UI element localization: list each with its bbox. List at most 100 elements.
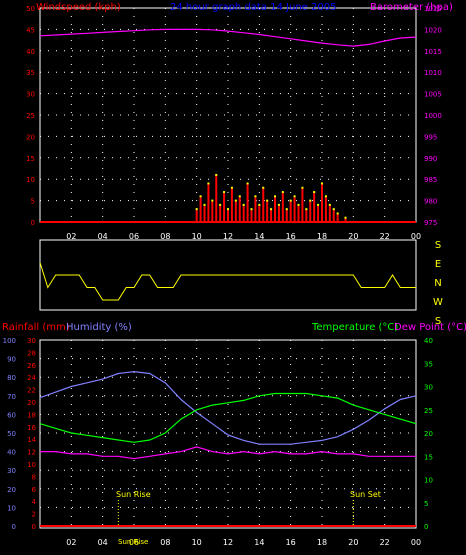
gust-point bbox=[285, 208, 288, 211]
gust-point bbox=[305, 208, 308, 211]
barometer-y-tick: 1005 bbox=[424, 91, 442, 99]
gust-point bbox=[313, 191, 316, 194]
sunset-label: Sun Set bbox=[350, 490, 381, 499]
wind-x-tick: 06 bbox=[129, 232, 139, 241]
wind-x-tick: 18 bbox=[317, 232, 327, 241]
humidity-y-tick: 10 bbox=[7, 504, 16, 512]
wind-direction-line bbox=[39, 262, 416, 301]
temperature-y-tick: 35 bbox=[424, 360, 433, 368]
compass-letter: W bbox=[433, 297, 443, 308]
wind-y-tick: 35 bbox=[26, 69, 35, 77]
wind-x-tick: 08 bbox=[160, 232, 170, 241]
gust-point bbox=[246, 182, 249, 185]
gust-point bbox=[215, 173, 218, 176]
humidity-line bbox=[39, 370, 417, 445]
wind-x-ticks: 02 04 06 08 10 12 14 16 18 20 22 00 bbox=[66, 232, 421, 241]
barometer-y-tick: 975 bbox=[424, 219, 437, 227]
humidity-y-tick: 70 bbox=[7, 393, 16, 401]
temperature-legend: Temperature (°C) bbox=[311, 322, 398, 333]
rainfall-y-tick: 2 bbox=[32, 511, 36, 519]
temp-x-tick: 04 bbox=[98, 538, 108, 547]
humidity-legend: Humidity (%) bbox=[66, 322, 132, 333]
direction-panel-frame bbox=[39, 239, 417, 311]
gust-point bbox=[336, 212, 339, 215]
wind-series bbox=[195, 173, 347, 222]
temp-x-tick: 08 bbox=[160, 538, 170, 547]
wind-x-tick: 14 bbox=[254, 232, 264, 241]
temp-x-tick: 10 bbox=[192, 538, 202, 547]
temp-x-ticks: 02 04 06 08 10 12 14 16 18 20 22 00 bbox=[66, 538, 421, 547]
rainfall-y-tick: 4 bbox=[32, 498, 37, 506]
temperature-y-ticks: 0 5 10 15 20 25 30 35 40 bbox=[424, 337, 433, 531]
gust-point bbox=[242, 203, 245, 206]
temp-x-tick: 16 bbox=[286, 538, 296, 547]
gust-point bbox=[270, 208, 273, 211]
barometer-y-ticks: 975 980 985 990 995 1000 1005 1010 1015 1020 1025 bbox=[424, 5, 442, 227]
wind-y-tick: 5 bbox=[31, 198, 35, 206]
temp-x-tick: 22 bbox=[380, 538, 390, 547]
dewpoint-legend: Dew Point (°C) bbox=[394, 322, 466, 333]
rainfall-y-tick: 16 bbox=[27, 424, 36, 432]
gust-point bbox=[207, 182, 210, 185]
wind-y-tick: 15 bbox=[26, 155, 35, 163]
wind-x-tick: 16 bbox=[286, 232, 296, 241]
wind-y-tick: 50 bbox=[26, 5, 35, 13]
gust-point bbox=[250, 208, 253, 211]
temperature-y-tick: 5 bbox=[424, 500, 428, 508]
gust-point bbox=[238, 195, 241, 198]
gust-point bbox=[219, 203, 222, 206]
rainfall-y-tick: 10 bbox=[27, 461, 36, 469]
temp-x-tick: 20 bbox=[348, 538, 358, 547]
wind-x-tick: 12 bbox=[223, 232, 233, 241]
wind-x-tick: 04 bbox=[98, 232, 108, 241]
rainfall-y-tick: 6 bbox=[32, 486, 37, 494]
wind-y-tick: 25 bbox=[26, 112, 35, 120]
temp-x-tick: 12 bbox=[223, 538, 233, 547]
humidity-y-tick: 30 bbox=[7, 467, 16, 475]
gust-point bbox=[230, 186, 233, 189]
temperature-y-tick: 30 bbox=[424, 384, 433, 392]
temperature-y-tick: 10 bbox=[424, 477, 433, 485]
wind-y-tick: 45 bbox=[26, 26, 35, 34]
humidity-y-tick: 0 bbox=[12, 523, 16, 531]
barometer-y-tick: 1025 bbox=[424, 5, 442, 13]
gust-point bbox=[195, 208, 198, 211]
temperature-y-tick: 40 bbox=[424, 337, 433, 345]
rainfall-y-tick: 18 bbox=[27, 411, 36, 419]
temperature-y-tick: 25 bbox=[424, 407, 433, 415]
rainfall-y-tick: 20 bbox=[27, 399, 36, 407]
compass-letter: S bbox=[435, 240, 441, 251]
temp-x-tick: 06 bbox=[129, 538, 139, 547]
rainfall-y-tick: 22 bbox=[27, 387, 36, 395]
wind-x-tick: 00 bbox=[411, 232, 421, 241]
wind-y-tick: 40 bbox=[26, 48, 35, 56]
rainfall-y-tick: 0 bbox=[32, 523, 36, 531]
gust-point bbox=[301, 186, 304, 189]
sunrise-label: Sun Rise bbox=[116, 490, 151, 499]
humidity-y-tick: 90 bbox=[7, 356, 16, 364]
humidity-y-tick: 40 bbox=[7, 449, 16, 457]
temp-x-tick: 00 bbox=[411, 538, 421, 547]
sun-annotations bbox=[117, 500, 354, 526]
gust-point bbox=[309, 199, 312, 202]
gust-point bbox=[293, 195, 296, 198]
sunrise-time-label: Sun Rise bbox=[118, 538, 148, 546]
rainfall-y-tick: 30 bbox=[27, 337, 36, 345]
compass-letter: S bbox=[435, 316, 441, 327]
barometer-y-tick: 985 bbox=[424, 176, 437, 184]
compass-letter: N bbox=[434, 278, 441, 289]
barometer-y-tick: 990 bbox=[424, 155, 437, 163]
dewpoint-line bbox=[40, 446, 416, 460]
gust-point bbox=[277, 203, 280, 206]
wind-x-tick: 02 bbox=[66, 232, 76, 241]
rainfall-y-tick: 26 bbox=[27, 362, 36, 370]
rainfall-y-tick: 12 bbox=[27, 449, 36, 457]
wind-y-tick: 0 bbox=[31, 219, 35, 227]
temp-x-tick: 18 bbox=[317, 538, 327, 547]
